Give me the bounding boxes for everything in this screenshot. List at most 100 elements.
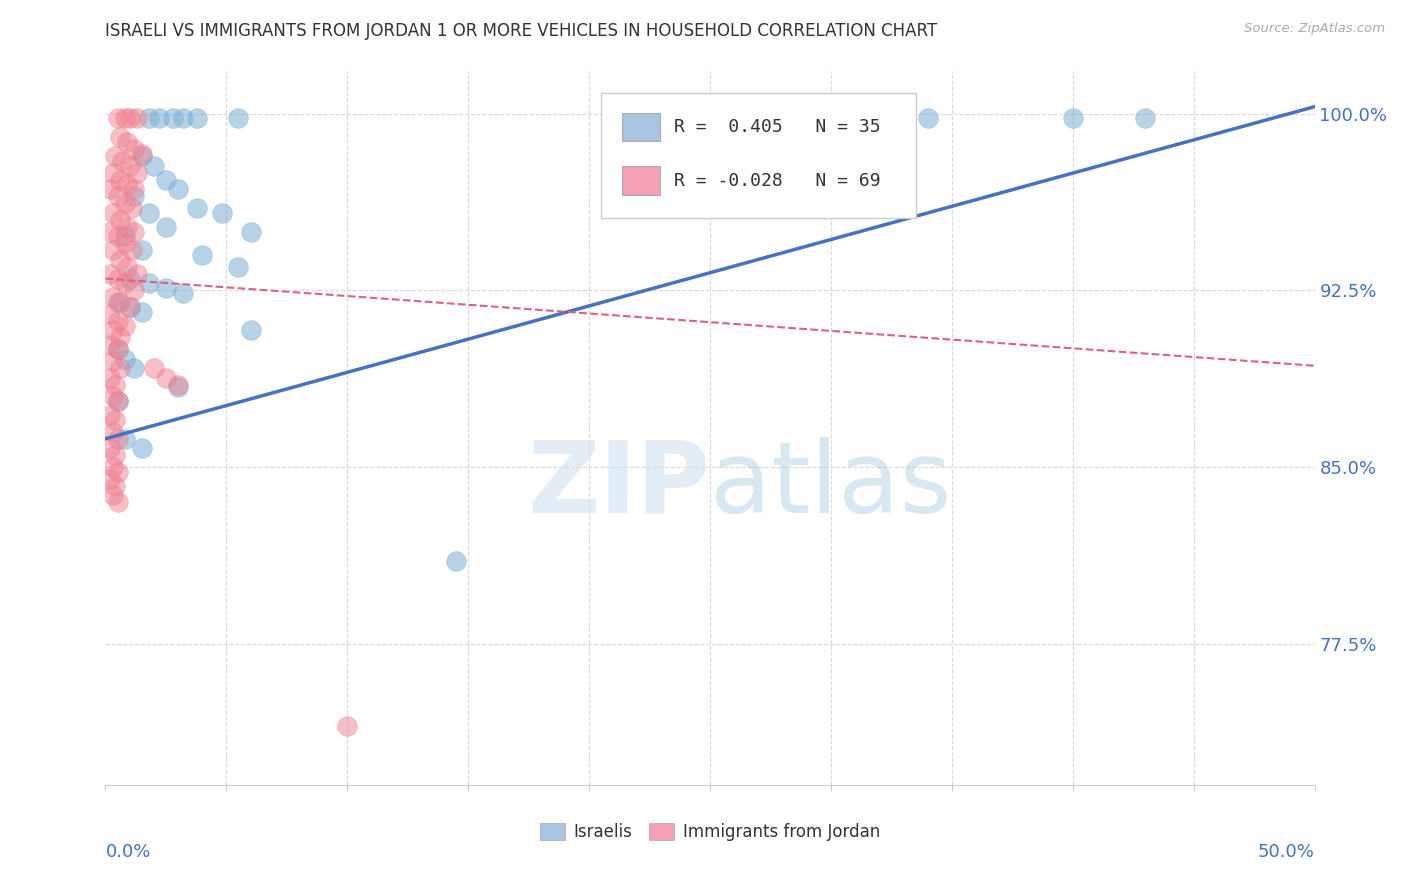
Point bbox=[118, 159, 141, 173]
Point bbox=[125, 112, 148, 126]
Point bbox=[114, 277, 136, 291]
Point bbox=[211, 205, 233, 219]
Text: ISRAELI VS IMMIGRANTS FROM JORDAN 1 OR MORE VEHICLES IN HOUSEHOLD CORRELATION CH: ISRAELI VS IMMIGRANTS FROM JORDAN 1 OR M… bbox=[105, 22, 938, 40]
Point bbox=[108, 361, 131, 376]
Point bbox=[138, 277, 160, 291]
Point bbox=[114, 432, 136, 446]
Point bbox=[101, 425, 124, 439]
Point bbox=[108, 252, 131, 267]
Point bbox=[108, 172, 131, 186]
Point bbox=[104, 377, 127, 392]
Point bbox=[131, 304, 153, 318]
Point bbox=[111, 153, 134, 168]
Text: ZIP: ZIP bbox=[527, 437, 710, 533]
Point bbox=[336, 719, 359, 733]
Point bbox=[107, 189, 129, 203]
Point bbox=[115, 260, 138, 274]
Point bbox=[107, 295, 129, 310]
Point bbox=[101, 460, 124, 475]
Point bbox=[101, 389, 124, 403]
Point bbox=[124, 189, 146, 203]
FancyBboxPatch shape bbox=[621, 112, 661, 141]
Point bbox=[115, 219, 138, 234]
Point bbox=[114, 351, 136, 366]
Text: 50.0%: 50.0% bbox=[1258, 843, 1315, 861]
Point bbox=[142, 361, 165, 376]
Point bbox=[172, 285, 194, 300]
Point bbox=[118, 271, 141, 285]
Point bbox=[108, 330, 131, 344]
Point bbox=[124, 142, 146, 156]
Point bbox=[108, 295, 131, 310]
Point bbox=[167, 380, 190, 394]
Point bbox=[104, 413, 127, 427]
Point bbox=[114, 112, 136, 126]
Point bbox=[104, 479, 127, 493]
Point bbox=[107, 343, 129, 357]
Legend: Israelis, Immigrants from Jordan: Israelis, Immigrants from Jordan bbox=[534, 816, 886, 848]
Point bbox=[131, 146, 153, 161]
Point bbox=[118, 300, 141, 314]
Point bbox=[239, 323, 262, 337]
Point bbox=[107, 394, 129, 409]
Point bbox=[167, 377, 190, 392]
Point bbox=[98, 441, 121, 455]
Point bbox=[115, 135, 138, 149]
Point bbox=[142, 159, 165, 173]
Point bbox=[121, 244, 143, 258]
Point bbox=[917, 112, 939, 126]
Point bbox=[115, 178, 138, 192]
Point bbox=[114, 236, 136, 251]
Point bbox=[101, 205, 124, 219]
Point bbox=[101, 488, 124, 502]
Point bbox=[131, 244, 153, 258]
Point bbox=[108, 130, 131, 145]
Point bbox=[1135, 112, 1157, 126]
Point bbox=[167, 182, 190, 196]
Text: 0.0%: 0.0% bbox=[105, 843, 150, 861]
Text: Source: ZipAtlas.com: Source: ZipAtlas.com bbox=[1244, 22, 1385, 36]
Point bbox=[98, 225, 121, 239]
Text: R = -0.028   N = 69: R = -0.028 N = 69 bbox=[673, 171, 880, 189]
Point bbox=[98, 370, 121, 384]
Point bbox=[108, 212, 131, 227]
Point bbox=[1062, 112, 1084, 126]
Point bbox=[138, 112, 160, 126]
Point bbox=[239, 225, 262, 239]
Point bbox=[98, 472, 121, 486]
Point bbox=[104, 448, 127, 462]
Point bbox=[186, 112, 208, 126]
Point bbox=[101, 166, 124, 180]
Point bbox=[107, 394, 129, 409]
Point bbox=[162, 112, 184, 126]
Point bbox=[186, 201, 208, 215]
Point bbox=[124, 361, 146, 376]
Point bbox=[131, 149, 153, 163]
FancyBboxPatch shape bbox=[602, 93, 915, 218]
Point bbox=[98, 307, 121, 321]
Point bbox=[444, 554, 467, 568]
Point bbox=[107, 465, 129, 479]
Point bbox=[125, 166, 148, 180]
Point bbox=[118, 112, 141, 126]
Point bbox=[228, 112, 250, 126]
Point bbox=[191, 248, 214, 262]
Point bbox=[98, 337, 121, 351]
Point bbox=[155, 281, 177, 295]
Point bbox=[155, 219, 177, 234]
Point bbox=[121, 201, 143, 215]
Text: R =  0.405   N = 35: R = 0.405 N = 35 bbox=[673, 118, 880, 136]
Point bbox=[98, 408, 121, 422]
Point bbox=[125, 267, 148, 281]
Point bbox=[107, 271, 129, 285]
Point bbox=[107, 314, 129, 328]
Point bbox=[124, 225, 146, 239]
FancyBboxPatch shape bbox=[621, 166, 661, 194]
Point bbox=[107, 432, 129, 446]
Point bbox=[148, 112, 170, 126]
Point bbox=[138, 205, 160, 219]
Point bbox=[155, 370, 177, 384]
Point bbox=[172, 112, 194, 126]
Point bbox=[114, 229, 136, 244]
Point bbox=[118, 300, 141, 314]
